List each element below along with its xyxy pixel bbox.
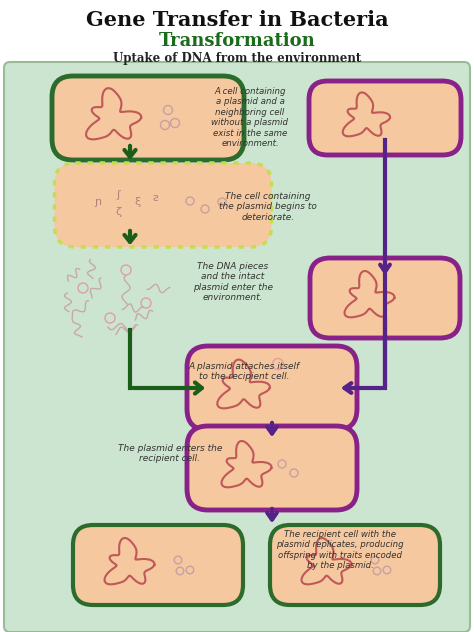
Text: ʃ: ʃ — [116, 190, 120, 200]
Text: ζ: ζ — [115, 207, 121, 217]
Text: The cell containing
the plasmid begins to
deteriorate.: The cell containing the plasmid begins t… — [219, 192, 317, 222]
Text: A cell containing
a plasmid and a
neighboring cell
without a plasmid
exist in th: A cell containing a plasmid and a neighb… — [211, 87, 289, 148]
FancyBboxPatch shape — [270, 525, 440, 605]
Text: The recipient cell with the
plasmid replicates, producing
offspring with traits : The recipient cell with the plasmid repl… — [276, 530, 404, 570]
FancyBboxPatch shape — [4, 62, 470, 632]
Text: ɲ: ɲ — [94, 197, 101, 207]
Text: The plasmid enters the
recipient cell.: The plasmid enters the recipient cell. — [118, 444, 222, 463]
Text: A plasmid attaches itself
to the recipient cell.: A plasmid attaches itself to the recipie… — [189, 362, 300, 381]
FancyBboxPatch shape — [52, 76, 244, 160]
FancyBboxPatch shape — [310, 258, 460, 338]
Text: ξ: ξ — [135, 197, 141, 207]
FancyBboxPatch shape — [55, 163, 272, 247]
Text: Gene Transfer in Bacteria: Gene Transfer in Bacteria — [86, 10, 388, 30]
FancyBboxPatch shape — [73, 525, 243, 605]
FancyBboxPatch shape — [187, 426, 357, 510]
Text: The DNA pieces
and the intact
plasmid enter the
environment.: The DNA pieces and the intact plasmid en… — [193, 262, 273, 302]
FancyBboxPatch shape — [309, 81, 461, 155]
FancyBboxPatch shape — [187, 346, 357, 430]
Text: Transformation: Transformation — [159, 32, 315, 50]
Text: Uptake of DNA from the environment: Uptake of DNA from the environment — [113, 52, 361, 65]
Text: ƨ: ƨ — [152, 193, 158, 203]
